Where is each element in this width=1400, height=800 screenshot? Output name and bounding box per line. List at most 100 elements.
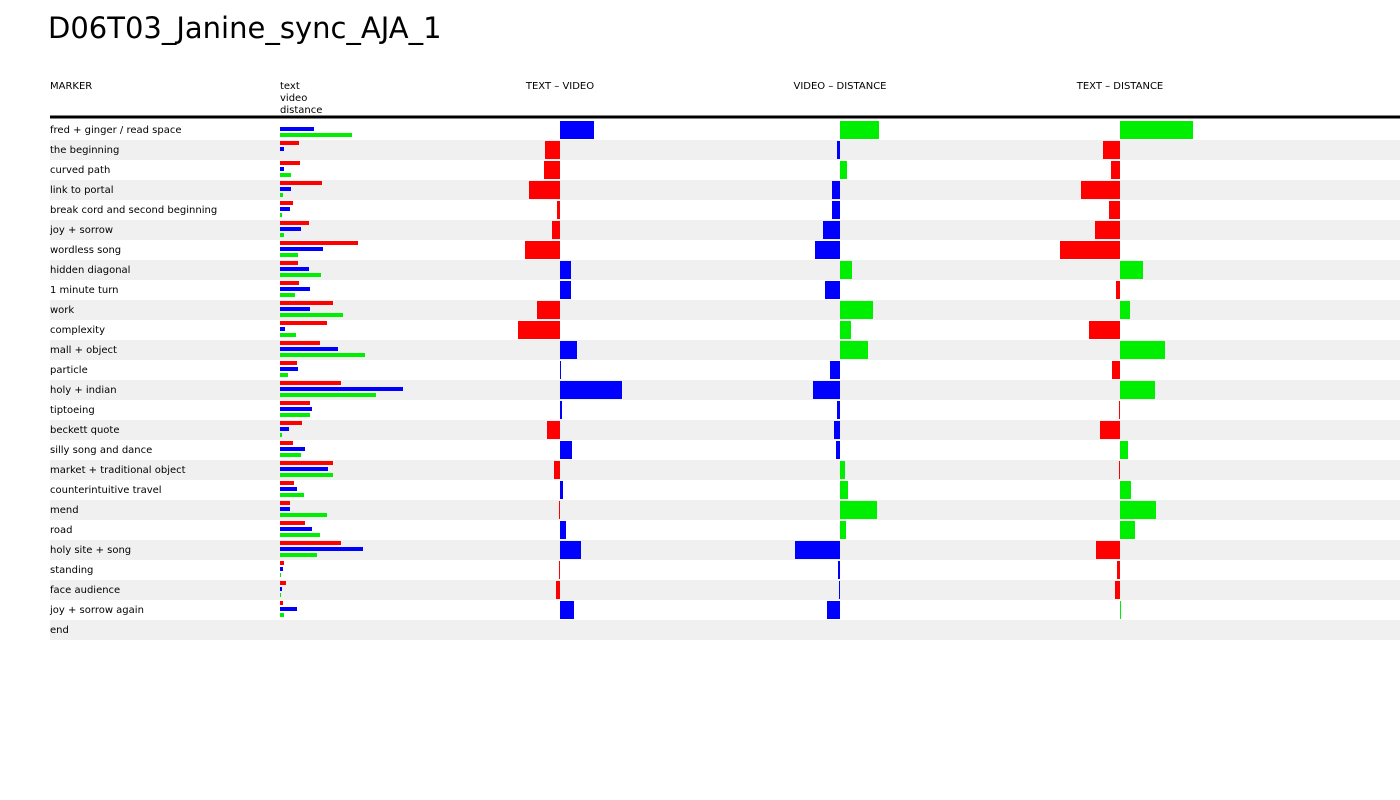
mini-bar bbox=[280, 421, 302, 425]
difference-bar bbox=[1120, 601, 1121, 619]
difference-bar bbox=[1119, 401, 1120, 419]
mini-bar bbox=[280, 281, 299, 285]
marker-label: break cord and second beginning bbox=[50, 205, 217, 216]
difference-bar bbox=[1100, 421, 1120, 439]
header-rule bbox=[50, 115, 1400, 119]
mini-bar bbox=[280, 181, 322, 185]
difference-bar bbox=[1120, 301, 1130, 319]
mini-bar bbox=[280, 581, 286, 585]
difference-bar bbox=[840, 301, 873, 319]
difference-bar bbox=[560, 381, 622, 399]
mini-bar bbox=[280, 433, 282, 437]
mini-bar bbox=[280, 607, 297, 611]
difference-bar bbox=[1120, 341, 1165, 359]
marker-label: hidden diagonal bbox=[50, 265, 130, 276]
difference-bar bbox=[559, 561, 560, 579]
difference-bar bbox=[529, 181, 560, 199]
mini-bar bbox=[280, 227, 301, 231]
marker-label: holy site + song bbox=[50, 545, 131, 556]
row-background bbox=[50, 500, 1400, 520]
difference-bar bbox=[560, 441, 572, 459]
difference-bar bbox=[1120, 121, 1193, 139]
difference-bar bbox=[560, 521, 566, 539]
difference-bar bbox=[1117, 561, 1120, 579]
marker-header: MARKER bbox=[50, 81, 92, 92]
difference-bar bbox=[552, 221, 560, 239]
mini-bar bbox=[280, 273, 321, 277]
difference-bar bbox=[554, 461, 560, 479]
difference-bar bbox=[560, 121, 594, 139]
marker-label: particle bbox=[50, 365, 88, 376]
marker-label: work bbox=[50, 305, 74, 316]
difference-bar bbox=[525, 241, 560, 259]
difference-bar bbox=[560, 261, 571, 279]
row-background bbox=[50, 220, 1400, 240]
difference-bar bbox=[560, 541, 581, 559]
difference-bar bbox=[823, 221, 840, 239]
difference-bar bbox=[837, 141, 840, 159]
difference-bar bbox=[547, 421, 560, 439]
mini-bar bbox=[280, 147, 284, 151]
marker-label: tiptoeing bbox=[50, 405, 95, 416]
difference-bar bbox=[556, 581, 560, 599]
mini-bar bbox=[280, 407, 312, 411]
mini-bar bbox=[280, 541, 341, 545]
difference-bar bbox=[1111, 161, 1120, 179]
difference-bar bbox=[840, 321, 851, 339]
mini-bar bbox=[280, 547, 363, 551]
difference-bar bbox=[1081, 181, 1120, 199]
difference-bar bbox=[518, 321, 560, 339]
mini-bar bbox=[280, 241, 358, 245]
row-background bbox=[50, 460, 1400, 480]
difference-bar bbox=[840, 121, 879, 139]
row-background bbox=[50, 140, 1400, 160]
legend-label: video bbox=[280, 93, 307, 104]
mini-bar bbox=[280, 301, 333, 305]
mini-bar bbox=[280, 347, 338, 351]
mini-bar bbox=[280, 373, 288, 377]
difference-bar bbox=[560, 481, 563, 499]
difference-bar bbox=[832, 201, 840, 219]
difference-bar bbox=[537, 301, 560, 319]
mini-bar bbox=[280, 253, 298, 257]
mini-bar bbox=[280, 461, 333, 465]
legend-label: distance bbox=[280, 105, 322, 116]
marker-label: joy + sorrow again bbox=[49, 605, 144, 616]
mini-bar bbox=[280, 441, 293, 445]
row-background bbox=[50, 580, 1400, 600]
difference-bar bbox=[1060, 241, 1120, 259]
difference-bar bbox=[840, 461, 845, 479]
mini-bar bbox=[280, 133, 352, 137]
difference-bar bbox=[1120, 481, 1131, 499]
mini-bar bbox=[280, 387, 403, 391]
mini-bar bbox=[280, 327, 285, 331]
difference-bar bbox=[1120, 441, 1128, 459]
marker-label: road bbox=[50, 525, 73, 536]
mini-bar bbox=[280, 527, 312, 531]
difference-bar bbox=[1119, 461, 1120, 479]
difference-bar bbox=[1109, 201, 1120, 219]
marker-label: holy + indian bbox=[50, 385, 117, 396]
difference-bar bbox=[1112, 361, 1120, 379]
difference-bar bbox=[840, 161, 847, 179]
mini-bar bbox=[280, 213, 282, 217]
marker-label: wordless song bbox=[50, 245, 121, 256]
difference-bar bbox=[815, 241, 840, 259]
column-header: VIDEO – DISTANCE bbox=[794, 81, 887, 92]
mini-bar bbox=[280, 161, 300, 165]
difference-bar bbox=[560, 601, 574, 619]
mini-bar bbox=[280, 447, 305, 451]
mini-bar bbox=[280, 561, 284, 565]
marker-label: market + traditional object bbox=[50, 465, 186, 476]
difference-bar bbox=[1089, 321, 1120, 339]
mini-bar bbox=[280, 307, 310, 311]
marker-label: counterintuitive travel bbox=[50, 485, 162, 496]
difference-bar bbox=[1103, 141, 1120, 159]
marker-label: link to portal bbox=[50, 185, 114, 196]
difference-bar bbox=[544, 161, 560, 179]
row-background bbox=[50, 620, 1400, 640]
difference-bar bbox=[834, 421, 840, 439]
row-background bbox=[50, 540, 1400, 560]
column-header: TEXT – VIDEO bbox=[525, 81, 594, 92]
difference-bar bbox=[827, 601, 840, 619]
